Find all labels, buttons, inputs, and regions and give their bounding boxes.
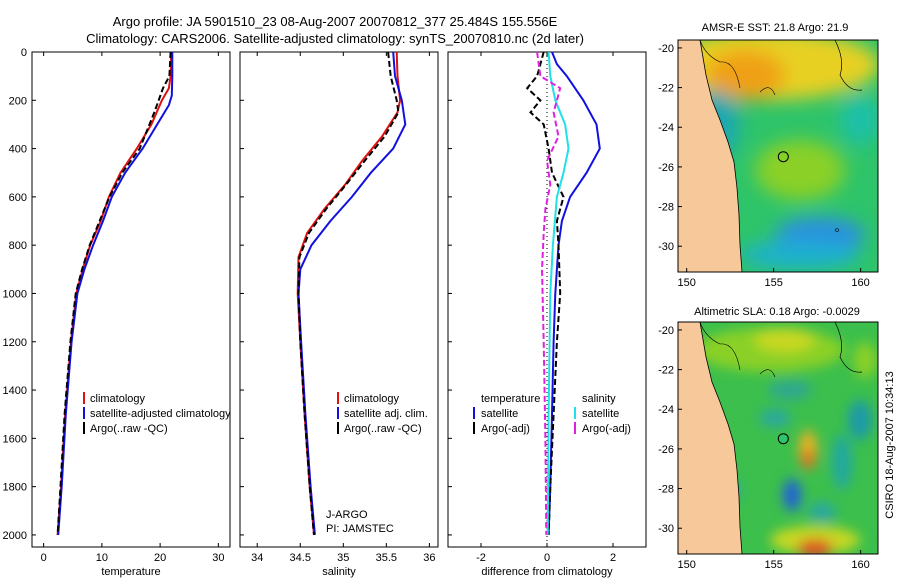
x-tick-label: 10 [96, 552, 108, 564]
map-lat-label: -22 [658, 83, 674, 95]
sst-map-axes: 150 155 160 -20 -22 -24 -26 -28 -30 [658, 43, 870, 289]
salinity-legend: climatology satellite adj. clim. Argo(..… [337, 392, 428, 435]
temperature-axis-label: temperature [101, 566, 160, 578]
series-line-climatology [296, 51, 402, 535]
x-tick-label: 35.5 [376, 552, 397, 564]
x-tick-label: 0 [544, 552, 550, 564]
principal-investigator: PI: JAMSTEC [326, 523, 394, 535]
x-tick-label: 34.5 [290, 552, 311, 564]
map-lon-label: 155 [764, 559, 782, 571]
sst-map-field [678, 40, 878, 272]
map-lat-label: -30 [658, 523, 674, 535]
agency-name: J-ARGO [326, 509, 368, 521]
difference-axis-label: difference from climatology [481, 566, 613, 578]
legend-label-argo: Argo(..raw -QC) [90, 423, 168, 435]
sla-map-field [678, 322, 878, 554]
sla-map-title: Altimetric SLA: 0.18 Argo: -0.0029 [694, 306, 860, 318]
legend-label-sal-argo: Argo(-adj) [582, 423, 631, 435]
sla-map-axes: 150 155 160 -20 -22 -24 -26 -28 -30 [658, 325, 870, 571]
map-lon-label: 160 [851, 559, 869, 571]
salinity-panel-frame [239, 51, 439, 548]
map-lat-label: -26 [658, 162, 674, 174]
depth-tick-label: 1000 [3, 288, 27, 300]
legend-label-argo: Argo(..raw -QC) [344, 423, 422, 435]
depth-tick-label: 0 [21, 47, 27, 59]
map-lon-label: 160 [851, 277, 869, 289]
map-lat-label: -20 [658, 325, 674, 337]
series-line-salinity-satellite [546, 51, 570, 535]
depth-tick-label: 1800 [3, 482, 27, 494]
x-tick-label: 20 [154, 552, 166, 564]
difference-x-axis: -2 0 2 [476, 52, 616, 564]
australia-land-sla [678, 322, 743, 554]
legend-heading-temperature: temperature [481, 393, 540, 405]
legend-label-satellite-adj: satellite adj. clim. [344, 408, 428, 420]
australia-land-sst [678, 40, 743, 272]
legend-heading-salinity: salinity [582, 393, 616, 405]
map-lat-label: -28 [658, 484, 674, 496]
depth-tick-label: 2000 [3, 530, 27, 542]
series-line-temperature-argo-adj [525, 51, 565, 535]
temperature-series [56, 51, 174, 535]
credit-stamp: CSIRO 18-Aug-2007 10:34:13 [884, 371, 896, 518]
legend-label-climatology: climatology [344, 393, 400, 405]
map-lat-label: -24 [658, 122, 674, 134]
map-lat-label: -20 [658, 43, 674, 55]
x-tick-label: -2 [476, 552, 486, 564]
figure-title-line1: Argo profile: JA 5901510_23 08-Aug-2007 … [113, 14, 558, 29]
map-lat-label: -22 [658, 365, 674, 377]
map-lon-label: 150 [678, 559, 696, 571]
temperature-legend: climatology satellite-adjusted climatolo… [83, 392, 231, 435]
x-tick-label: 34 [251, 552, 263, 564]
depth-tick-label: 200 [9, 95, 27, 107]
map-lon-label: 155 [764, 277, 782, 289]
x-tick-label: 2 [610, 552, 616, 564]
shared-depth-axis: 0 200 400 600 800 1000 1200 1400 1600 1800 2000 [3, 47, 452, 542]
difference-series [525, 51, 601, 535]
x-tick-label: 30 [212, 552, 224, 564]
legend-label-temp-argo: Argo(-adj) [481, 423, 530, 435]
legend-label-sal-satellite: satellite [582, 408, 619, 420]
map-lat-label: -26 [658, 444, 674, 456]
depth-tick-label: 600 [9, 192, 27, 204]
series-line-salinity-argo-adj [536, 51, 562, 535]
salinity-series [296, 51, 407, 535]
sla-argo-float-marker [777, 433, 789, 445]
temperature-panel-frame [31, 51, 231, 548]
x-tick-label: 35 [337, 552, 349, 564]
salinity-axis-label: salinity [322, 566, 356, 578]
salinity-x-axis: 34 34.5 35 35.5 36 [251, 52, 436, 564]
map-lon-label: 150 [678, 277, 696, 289]
sst-argo-float-marker [777, 151, 789, 163]
x-tick-label: 36 [423, 552, 435, 564]
x-tick-label: 0 [41, 552, 47, 564]
depth-tick-label: 1400 [3, 385, 27, 397]
temperature-x-axis: 0 10 20 30 [41, 52, 224, 564]
legend-label-temp-satellite: satellite [481, 408, 518, 420]
difference-legend: temperature salinity satellite Argo(-adj… [473, 393, 631, 435]
sla-map-frame [677, 321, 879, 555]
series-line-climatology [56, 51, 173, 535]
series-line-satellite-adjusted-climatology [57, 52, 174, 535]
map-lat-label: -28 [658, 202, 674, 214]
depth-tick-label: 1200 [3, 337, 27, 349]
depth-tick-label: 800 [9, 240, 27, 252]
depth-tick-label: 1600 [3, 433, 27, 445]
legend-label-satellite-adjusted: satellite-adjusted climatology [90, 408, 231, 420]
sst-map-title: AMSR-E SST: 21.8 Argo: 21.9 [702, 22, 849, 34]
depth-tick-label: 400 [9, 144, 27, 156]
series-line-temperature-satellite [547, 51, 601, 535]
sst-map-frame [677, 39, 879, 273]
series-line-argo-raw-qc [56, 51, 172, 535]
map-lat-label: -24 [658, 404, 674, 416]
figure-title-line2: Climatology: CARS2006. Satellite-adjuste… [86, 31, 584, 46]
map-lat-label: -30 [658, 241, 674, 253]
series-line-argo-raw-qc [297, 51, 400, 535]
legend-label-climatology: climatology [90, 393, 146, 405]
